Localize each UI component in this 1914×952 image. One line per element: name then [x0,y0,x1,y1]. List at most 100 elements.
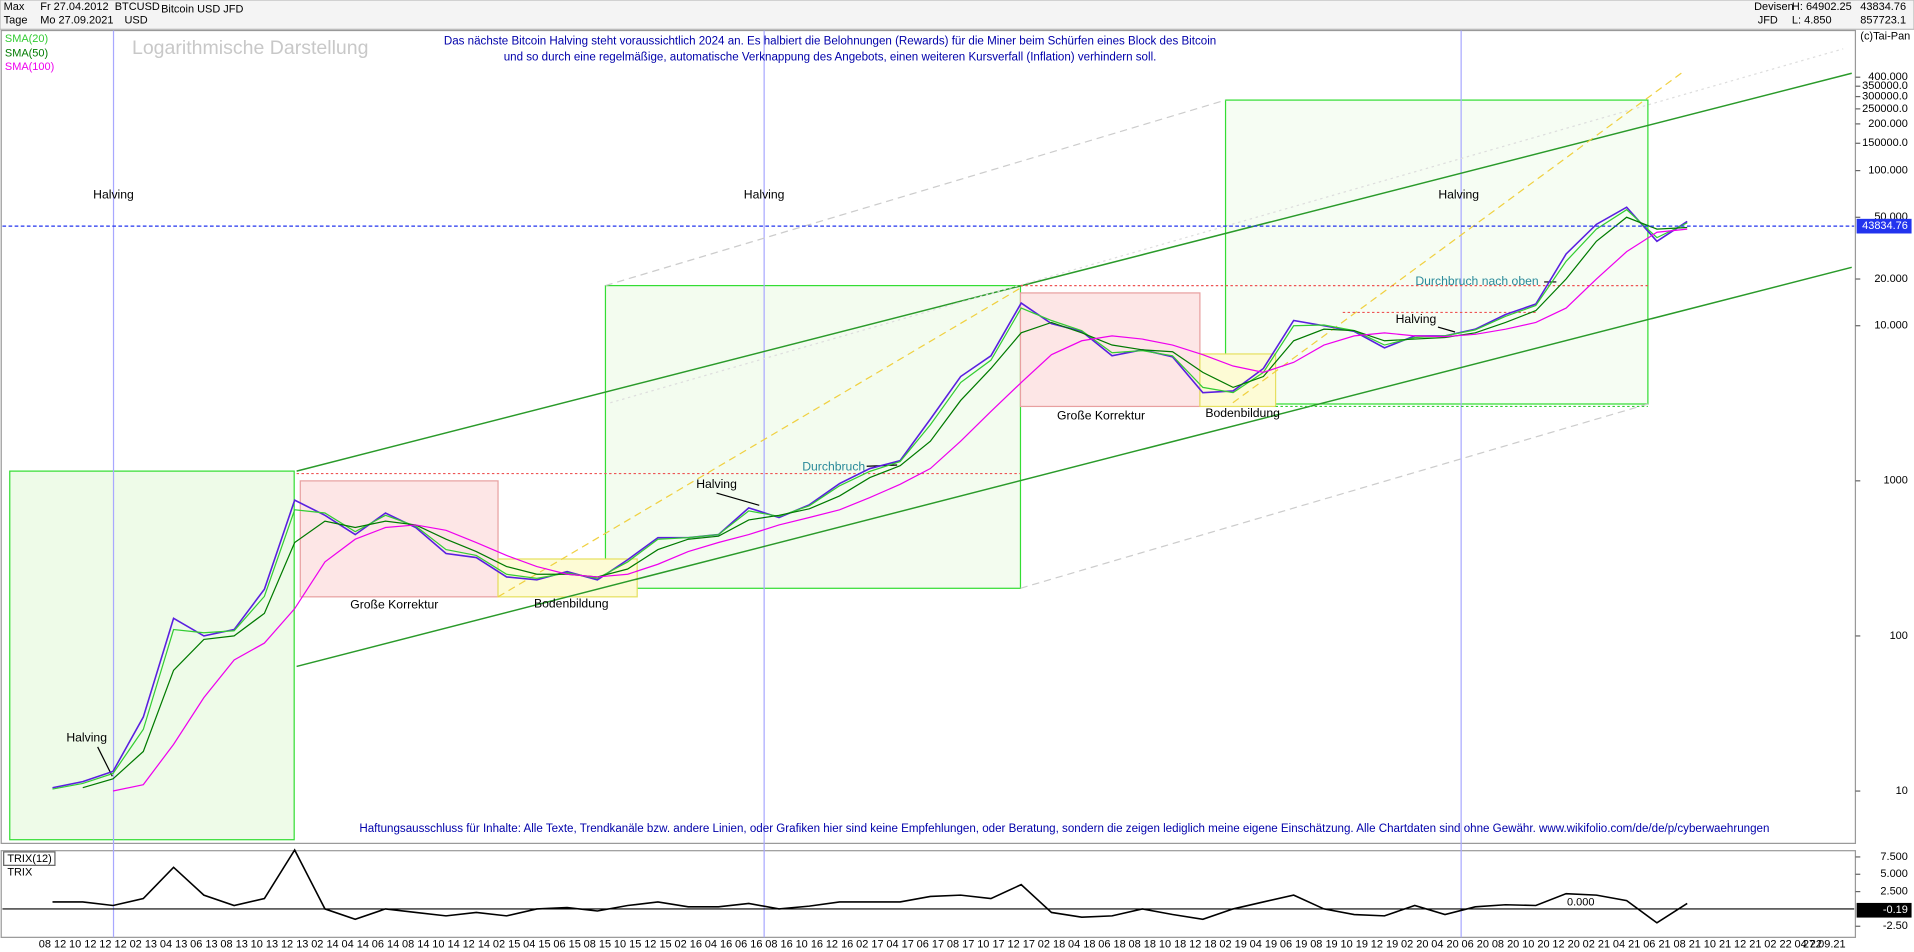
x-tick-label: 06 17 [917,939,944,951]
box [9,470,295,841]
indicator-title: TRIX [7,867,33,879]
x-tick-label: 10 17 [977,939,1004,951]
x-tick-label: 06 20 [1462,939,1489,951]
group: Devisen [1754,1,1794,13]
header-bar [0,0,1914,30]
range[interactable]: Max [4,1,25,13]
x-tick-label: 02 14 [311,939,338,951]
y-tick-label: 200.000 [1868,118,1908,130]
x-tick-label: 04 13 [160,939,187,951]
x-tick-label: 04 17 [886,939,913,951]
last-value-box [1856,218,1912,234]
x-tick-label: 08 17 [947,939,974,951]
series-line [82,216,1688,789]
x-tick-label: 12 14 [463,939,490,951]
annotation: Halving [66,731,107,745]
x-tick-label: 04 21 [1613,939,1640,951]
x-tick-label: 06 16 [735,939,762,951]
y-tick-label: 400.000 [1868,71,1908,83]
series-line [112,228,1688,792]
x-tick-label: 08 14 [402,939,429,951]
x-tick-label: 12 20 [1552,939,1579,951]
x-tick-label: 08 15 [584,939,611,951]
x-tick-label: 02 22 [1764,939,1791,951]
y-tick-label: 7.500 [1880,851,1907,863]
y-tick-label: 5.000 [1880,868,1907,880]
y-tick-label: 250000.0 [1862,103,1908,115]
x-tick-label: 10 12 [69,939,96,951]
x-tick-label: 12 13 [281,939,308,951]
last-value-label: 43834.76 [1862,220,1908,232]
trend-line [296,72,1852,472]
x-tick-label: 04 18 [1068,939,1095,951]
annotation: Große Korrektur [350,598,438,612]
legend-entry[interactable]: SMA(50) [5,48,48,60]
high: H: 64902.25 [1792,1,1852,13]
x-tick-label: 02 19 [1219,939,1246,951]
last-date: 27.09.21 [1803,939,1846,951]
x-tick-label: 10 15 [614,939,641,951]
last-price-header: 43834.76 [1860,1,1906,13]
currency: USD [125,15,148,27]
indicator-name: TRIX(12) [7,853,52,865]
y-tick-label: 100.000 [1868,165,1908,177]
y-tick-label: 150000.0 [1862,137,1908,149]
x-tick-label: 06 21 [1643,939,1670,951]
legend-entry[interactable]: SMA(100) [5,61,54,73]
x-tick-label: 04 16 [705,939,732,951]
x-tick-label: 06 18 [1098,939,1125,951]
x-tick-label: 12 12 [99,939,126,951]
x-tick-label: 10 21 [1704,939,1731,951]
y-tick-label: 10 [1896,785,1908,797]
x-tick-label: 08 16 [765,939,792,951]
x-tick-label: 04 20 [1431,939,1458,951]
annotation: Bodenbildung [534,596,609,610]
x-tick-label: 12 15 [644,939,671,951]
x-tick-label: 02 18 [1038,939,1065,951]
annotation: Durchbruch nach oben [1415,274,1538,288]
last-value-box [1856,902,1912,918]
x-tick-label: 08 21 [1673,939,1700,951]
series-line [52,848,1688,924]
x-tick-label: 08 20 [1492,939,1519,951]
x-tick-label: 04 22 [1795,939,1822,951]
annotation: Große Korrektur [1057,408,1145,422]
annotation: Bodenbildung [1205,406,1280,420]
x-tick-label: 02 13 [130,939,157,951]
x-tick-label: 12 17 [1007,939,1034,951]
x-tick-label: 02 21 [1583,939,1610,951]
x-tick-label: 06 15 [553,939,580,951]
legend-entry[interactable]: SMA(20) [5,33,48,45]
x-tick-label: 08 12 [39,939,66,951]
annotation: Halving [93,188,134,202]
last-value-label: -0.19 [1883,904,1908,916]
x-tick-label: 08 13 [220,939,247,951]
start-date: Fr 27.04.2012 [40,1,108,13]
trend-line [296,266,1852,668]
y-tick-label: 300000.0 [1862,90,1908,102]
series-line [52,208,1688,790]
x-tick-label: 02 17 [856,939,883,951]
trend-line [497,287,1021,598]
x-tick-label: 06 19 [1280,939,1307,951]
x-tick-label: 12 18 [1189,939,1216,951]
x-tick-label: 02 20 [1401,939,1428,951]
indicator-tag[interactable] [3,851,56,866]
end-date: Mo 27.09.2021 [40,15,113,27]
x-tick-label: 12 19 [1371,939,1398,951]
y-tick-label: 100 [1890,630,1908,642]
broker: JFD [1758,15,1778,27]
y-tick-label: 50.000 [1874,211,1908,223]
trix-panel [0,850,1857,938]
x-tick-label: 10 19 [1340,939,1367,951]
instrument: Bitcoin USD JFD [161,4,243,16]
x-tick-label: 08 19 [1310,939,1337,951]
annotation: Halving [1438,188,1479,202]
chart-title: Logarithmische Darstellung [132,37,368,59]
y-tick-label: 20.000 [1874,273,1908,285]
annotation: Halving [696,477,737,491]
period[interactable]: Tage [4,15,28,27]
x-tick-label: 06 13 [190,939,217,951]
disclaimer: Haftungsausschluss für Inhalte: Alle Tex… [359,823,1769,835]
box [299,480,499,598]
